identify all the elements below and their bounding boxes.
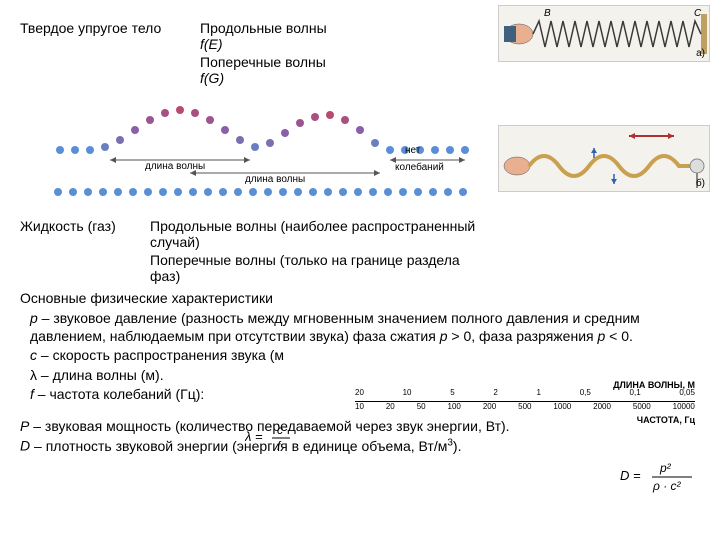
formula-D: D = p² ρ · c² — [620, 460, 700, 497]
label-a: а) — [696, 48, 705, 59]
formula-lambda: λ = c f — [245, 423, 300, 456]
scale-wavelength-ticks: 20105210,50,10,05 — [355, 390, 695, 399]
solid-transverse-fn: f(G) — [200, 70, 224, 86]
svg-text:колебаний: колебаний — [395, 161, 444, 173]
svg-text:c: c — [277, 423, 283, 437]
def-f: – частота колебаний (Гц): — [34, 386, 204, 402]
rope-svg — [499, 126, 709, 191]
svg-text:p²: p² — [659, 461, 672, 475]
fluid-label: Жидкость (газ) — [20, 218, 120, 234]
svg-text:D =: D = — [620, 468, 641, 483]
scale-freq-ticks: 10205010020050010002000500010000 — [355, 404, 695, 413]
scale-diagram: ДЛИНА ВОЛНЫ, М 20105210,50,10,05 1020501… — [355, 380, 695, 425]
fluid-longitudinal: Продольные волны (наиболее распространен… — [150, 218, 490, 250]
def-lambda: – длина волны (м). — [37, 367, 164, 383]
solid-label: Твердое упругое тело — [20, 20, 170, 36]
wave-diagram: длина волны длина волны нет колебаний — [50, 95, 470, 185]
def-c: – скорость распространения звука (м — [37, 347, 284, 363]
fluid-transverse: Поперечные волны (только на границе разд… — [150, 252, 490, 284]
solid-transverse: Поперечные волны — [200, 54, 326, 70]
characteristics-title: Основные физические характеристики — [20, 290, 700, 306]
solid-longitudinal: Продольные волны — [200, 20, 327, 36]
label-b: б) — [696, 178, 705, 189]
svg-text:C: C — [694, 8, 702, 19]
rope-illustration: б) — [498, 125, 710, 192]
svg-text:длина волны: длина волны — [145, 161, 205, 172]
scale-freq-title: ЧАСТОТА, Гц — [355, 415, 695, 425]
svg-text:нет: нет — [405, 145, 421, 156]
svg-text:f: f — [277, 439, 282, 453]
wave-baseline — [48, 185, 478, 199]
svg-text:λ =: λ = — [245, 429, 263, 444]
svg-text:B: B — [544, 8, 551, 19]
solid-longitudinal-fn: f(E) — [200, 36, 223, 52]
svg-text:длина волны: длина волны — [245, 174, 305, 185]
spring-illustration: B C а) — [498, 5, 710, 62]
spring-svg: B C — [499, 6, 709, 61]
svg-text:ρ · c²: ρ · c² — [652, 479, 682, 493]
def-p: – звуковое давление (разность между мгно… — [30, 310, 640, 344]
